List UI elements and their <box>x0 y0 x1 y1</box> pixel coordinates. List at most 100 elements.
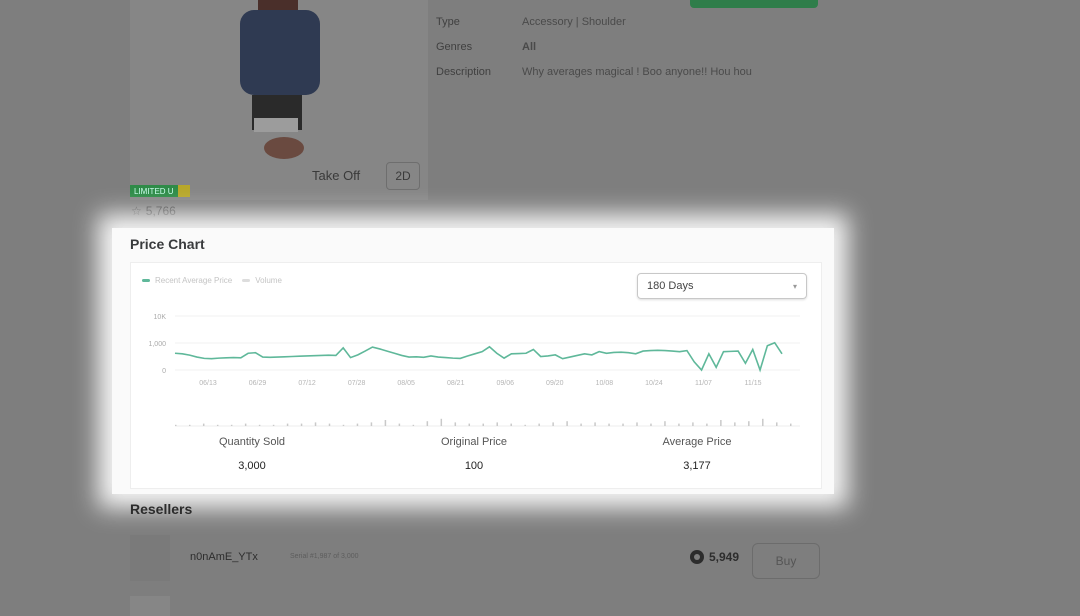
volume-bar <box>175 425 177 426</box>
chevron-down-icon: ▾ <box>793 282 797 291</box>
volume-bar <box>371 422 373 426</box>
x-tick-label: 09/20 <box>546 380 564 387</box>
stat-value: 3,177 <box>597 460 797 472</box>
volume-bar <box>301 424 303 426</box>
volume-bar <box>552 422 554 426</box>
x-tick-label: 11/07 <box>695 380 712 387</box>
period-select[interactable]: 180 Days ▾ <box>637 273 807 299</box>
volume-bar <box>622 424 624 426</box>
volume-bar <box>315 422 317 426</box>
volume-bar <box>413 425 415 426</box>
volume-bar <box>706 424 708 426</box>
legend-label: Recent Average Price <box>155 276 232 285</box>
x-tick-label: 10/08 <box>596 380 614 387</box>
price-value: 5,949 <box>709 550 739 564</box>
volume-bar <box>259 425 261 426</box>
legend-swatch <box>242 279 250 282</box>
volume-bar <box>566 421 568 426</box>
volume-bar <box>455 422 457 426</box>
volume-bar <box>748 421 750 426</box>
reseller-avatar[interactable] <box>130 596 170 616</box>
volume-bar <box>678 424 680 426</box>
x-tick-label: 09/06 <box>497 380 515 387</box>
volume-bar <box>650 424 652 426</box>
volume-bar <box>287 424 289 426</box>
volume-bar <box>329 424 331 426</box>
volume-bar <box>580 424 582 426</box>
view-2d-button[interactable]: 2D <box>386 162 420 190</box>
reseller-price: 5,949 <box>690 550 739 564</box>
buy-green-button[interactable] <box>690 0 818 8</box>
x-tick-label: 07/12 <box>298 380 316 387</box>
x-tick-label: 07/28 <box>348 380 366 387</box>
volume-bar <box>734 422 736 426</box>
volume-bar <box>343 425 345 426</box>
favorite-count[interactable]: ☆ 5,766 <box>131 204 176 218</box>
volume-bar <box>399 424 401 426</box>
detail-value: Why averages magical ! Boo anyone!! Hou … <box>522 66 752 91</box>
avatar-figure <box>240 0 325 160</box>
x-tick-label: 06/13 <box>199 380 217 387</box>
volume-bar <box>469 424 471 426</box>
volume-bar <box>217 425 219 426</box>
legend-item-volume[interactable]: Volume <box>242 276 282 285</box>
stat-original-price: Original Price 100 <box>374 436 574 472</box>
detail-value: Accessory | Shoulder <box>522 16 626 41</box>
x-tick-label: 08/21 <box>447 380 465 387</box>
volume-bar <box>538 424 540 426</box>
volume-bar <box>776 422 778 426</box>
volume-bar <box>510 424 512 426</box>
x-tick-label: 06/29 <box>249 380 267 387</box>
volume-bar <box>441 419 443 426</box>
volume-bar <box>203 424 205 426</box>
volume-bar <box>483 424 485 426</box>
volume-bar <box>231 425 233 426</box>
volume-bar <box>357 424 359 426</box>
y-tick-label: 1,000 <box>148 341 166 348</box>
volume-bar <box>594 422 596 426</box>
volume-bar <box>664 421 666 426</box>
x-tick-label: 11/15 <box>745 380 762 387</box>
legend-item-price[interactable]: Recent Average Price <box>142 276 232 285</box>
reseller-avatar[interactable] <box>130 535 170 581</box>
volume-bar <box>762 419 764 426</box>
volume-bar <box>524 425 526 426</box>
period-select-value: 180 Days <box>647 280 693 292</box>
stat-average-price: Average Price 3,177 <box>597 436 797 472</box>
volume-bar <box>636 422 638 426</box>
volume-bar <box>245 424 247 426</box>
stat-label: Original Price <box>374 436 574 448</box>
price-line <box>175 343 782 370</box>
stat-label: Quantity Sold <box>152 436 352 448</box>
volume-bar <box>496 422 498 426</box>
chart-legend: Recent Average Price Volume <box>142 276 282 285</box>
detail-key: Genres <box>436 41 522 66</box>
stat-label: Average Price <box>597 436 797 448</box>
reseller-serial: Serial #1,987 of 3,000 <box>290 553 359 560</box>
volume-bar <box>427 421 429 426</box>
reseller-name[interactable]: n0nAmE_YTx <box>190 551 258 563</box>
star-icon[interactable]: ☆ <box>131 204 142 218</box>
x-tick-label: 08/05 <box>397 380 415 387</box>
volume-bar <box>692 422 694 426</box>
take-off-button[interactable]: Take Off <box>312 168 360 183</box>
volume-bar <box>273 425 275 426</box>
volume-bar <box>720 420 722 426</box>
y-tick-label: 10K <box>154 314 167 321</box>
stat-value: 100 <box>374 460 574 472</box>
robux-icon <box>690 550 704 564</box>
volume-bar <box>189 425 191 426</box>
x-tick-label: 10/24 <box>645 380 663 387</box>
favorites-value: 5,766 <box>146 204 176 218</box>
buy-button[interactable]: Buy <box>752 543 820 579</box>
volume-bar <box>790 424 792 426</box>
detail-key: Type <box>436 16 522 41</box>
limited-badge: LIMITED U <box>130 185 190 197</box>
legend-swatch <box>142 279 150 282</box>
volume-bar <box>608 424 610 426</box>
